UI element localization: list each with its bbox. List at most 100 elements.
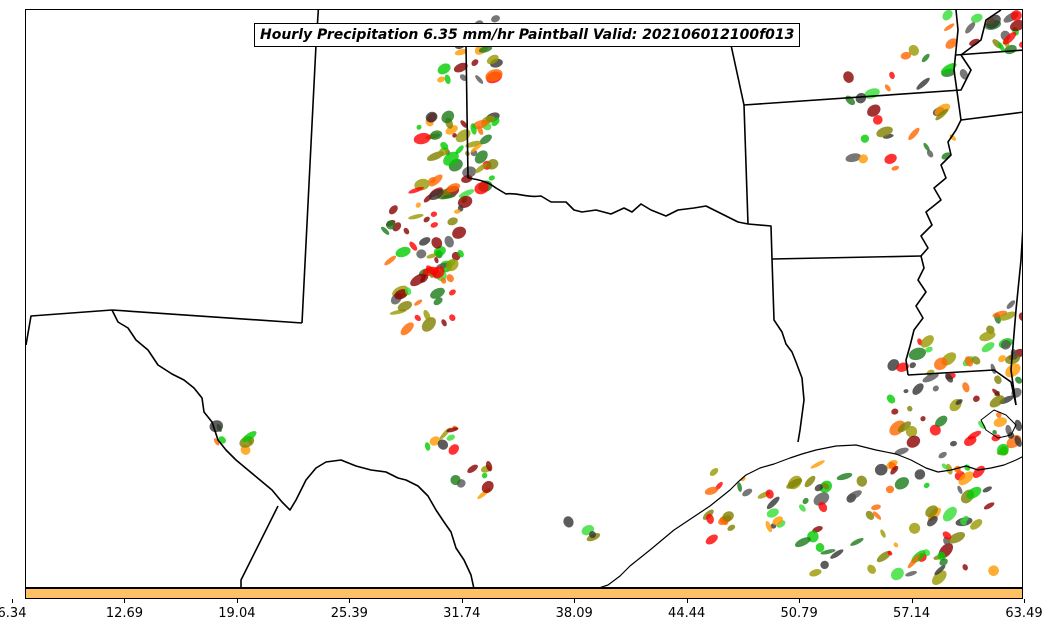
precip-blob [452, 226, 467, 239]
precip-blob [814, 484, 824, 492]
precip-blob [820, 549, 836, 555]
precip-blob [709, 468, 719, 476]
precip-blob [459, 74, 467, 81]
boundary-ok-ar [747, 223, 773, 260]
colorbar-tick-label: 38.09 [555, 606, 593, 621]
precip-blob [942, 531, 952, 540]
precip-blob [994, 375, 1002, 384]
precip-blob [444, 235, 454, 248]
precip-blob [445, 259, 459, 272]
precip-blob [956, 469, 962, 474]
precip-blob [906, 435, 921, 448]
precip-blob [905, 570, 917, 577]
precip-blob [1009, 20, 1022, 32]
precip-blob [983, 502, 995, 510]
precip-blob [922, 373, 939, 383]
precip-blob [876, 126, 893, 138]
colorbar-tick [236, 599, 238, 603]
precip-blob [916, 77, 930, 90]
precip-blob [485, 460, 493, 472]
precip-blob [766, 508, 779, 518]
map-title: Hourly Precipitation 6.35 mm/hr Paintbal… [254, 23, 801, 47]
boundary-tn-ky [955, 49, 1022, 56]
precip-blob [949, 398, 962, 412]
precip-blob [1018, 312, 1022, 322]
precip-blob [942, 10, 953, 21]
colorbar-tick [12, 599, 13, 603]
precip-blob [847, 490, 862, 500]
precip-blob [998, 355, 1006, 363]
state-boundaries [26, 10, 1022, 587]
precip-blob [845, 95, 856, 106]
precip-blob [944, 23, 955, 31]
precip-blob [871, 504, 881, 511]
precip-blob [1002, 32, 1017, 45]
precip-blob [990, 363, 997, 375]
precip-blob [858, 154, 869, 164]
precip-blob [905, 425, 918, 438]
precip-blob [894, 447, 909, 456]
boundary-nm-west [26, 309, 113, 346]
precip-blob [706, 513, 714, 525]
precip-blob [795, 537, 811, 548]
precip-blob [446, 183, 461, 193]
colorbar-tick-label: 12.69 [105, 606, 144, 621]
precip-blob [979, 331, 996, 342]
colorbar-tick-label: 44.44 [668, 606, 706, 621]
precip-blob [798, 504, 806, 512]
precip-blob [450, 474, 461, 486]
precip-blob [488, 175, 495, 181]
precip-blob [860, 134, 870, 143]
precip-blob [408, 186, 424, 194]
precip-blob [452, 133, 457, 138]
precip-blob [872, 511, 882, 520]
precip-blob [971, 356, 981, 365]
boundary-ms-tn [960, 111, 1022, 121]
precip-blob [705, 534, 718, 545]
precip-blob [993, 417, 1007, 427]
boundary-nm-tx [301, 44, 317, 324]
precip-blob [1019, 41, 1022, 48]
precip-blob [991, 434, 1001, 442]
precip-blob [413, 132, 431, 145]
precip-blob [440, 277, 447, 284]
precip-blob [742, 488, 753, 497]
precip-blob [946, 463, 953, 475]
precip-blob [950, 440, 957, 447]
colorbar-tick-label: 57.14 [892, 606, 931, 621]
precip-blob [416, 124, 422, 130]
boundary-ok-east [730, 44, 749, 225]
precip-blob [925, 346, 933, 353]
precip-blob [421, 317, 436, 332]
precip-blob [474, 163, 488, 174]
precip-blob [923, 482, 930, 489]
precip-blob [394, 289, 408, 300]
colorbar-tick [686, 599, 688, 603]
precip-blob [400, 322, 414, 336]
precip-blob [909, 522, 921, 534]
precip-blob [938, 451, 947, 459]
precip-blob [843, 71, 854, 83]
precip-blob [999, 311, 1016, 321]
map-canvas [26, 10, 1022, 587]
precipitation-paintball-layer [209, 10, 1022, 585]
precip-blob [890, 465, 899, 475]
precip-blob [964, 356, 974, 367]
precip-blob [446, 274, 454, 283]
precip-blob [963, 515, 969, 522]
precip-blob [486, 159, 499, 170]
precip-blob [945, 38, 958, 49]
precip-blob [414, 299, 423, 306]
precip-blob [969, 38, 980, 47]
precip-blob [850, 537, 864, 546]
precip-blob [912, 383, 924, 395]
precip-blob [894, 477, 909, 490]
precip-blob [465, 140, 481, 148]
precip-blob [472, 119, 489, 129]
precip-blob [1010, 10, 1022, 22]
precip-blob [959, 69, 969, 80]
boundary-mississippi-river [905, 119, 962, 376]
precip-blob [426, 253, 437, 259]
precip-blob [415, 202, 421, 208]
precip-blob [884, 153, 897, 164]
